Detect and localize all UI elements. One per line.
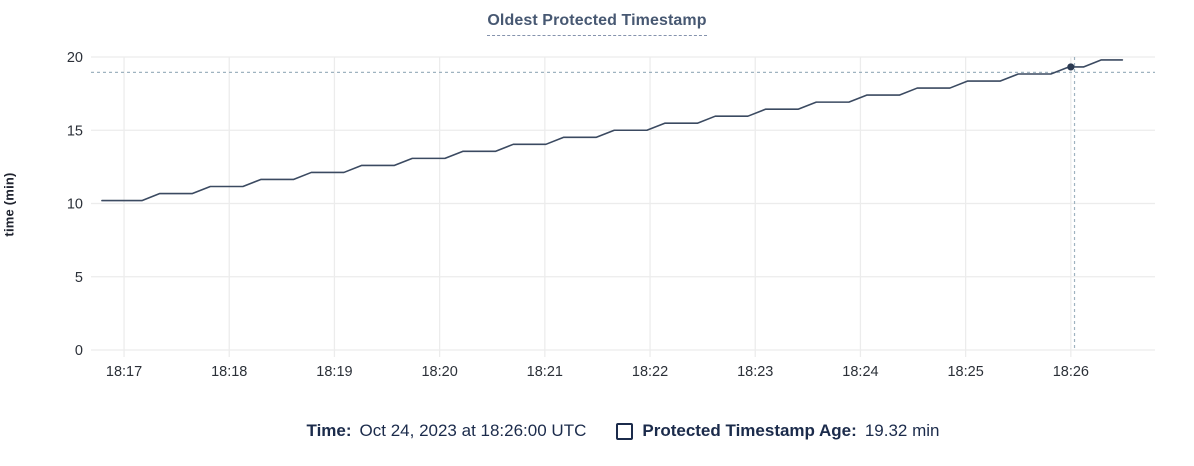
hover-time-readout: Time: Oct 24, 2023 at 18:26:00 UTC xyxy=(307,421,587,441)
square-outline-icon[interactable] xyxy=(616,422,634,440)
gridlines xyxy=(91,56,1155,357)
x-tick-label: 18:19 xyxy=(316,364,352,380)
chart-title[interactable]: Oldest Protected Timestamp xyxy=(487,12,707,36)
y-tick-label: 5 xyxy=(75,270,83,286)
legend-row: Time: Oct 24, 2023 at 18:26:00 UTC Prote… xyxy=(91,421,1155,441)
x-tick-label: 18:26 xyxy=(1053,364,1089,380)
metric-label: Protected Timestamp Age: xyxy=(642,421,857,440)
x-tick-label: 18:18 xyxy=(211,364,247,380)
y-axis-labels: 0 5 10 15 20 xyxy=(67,50,83,359)
x-tick-label: 18:25 xyxy=(947,364,983,380)
legend-item-protected-timestamp-age[interactable]: Protected Timestamp Age: 19.32 min xyxy=(616,421,939,441)
y-tick-label: 0 xyxy=(75,343,83,359)
series-layer xyxy=(101,59,1124,202)
x-tick-label: 18:21 xyxy=(527,364,563,380)
x-tick-label: 18:23 xyxy=(737,364,773,380)
y-tick-label: 20 xyxy=(67,50,83,66)
time-value: Oct 24, 2023 at 18:26:00 UTC xyxy=(359,421,587,440)
metric-value: 19.32 min xyxy=(864,421,940,440)
time-label: Time: xyxy=(306,421,352,440)
x-axis-labels: 18:17 18:18 18:19 18:20 18:21 18:22 18:23 18:24… xyxy=(106,364,1089,380)
series-line xyxy=(101,59,1124,202)
hover-crosshair xyxy=(91,57,1155,350)
y-tick-label: 15 xyxy=(67,123,83,139)
x-tick-label: 18:17 xyxy=(106,364,142,380)
x-tick-label: 18:24 xyxy=(842,364,878,380)
x-tick-label: 18:22 xyxy=(632,364,668,380)
hover-point-marker xyxy=(1067,63,1075,71)
y-tick-label: 10 xyxy=(67,197,83,213)
chart-title-row: Oldest Protected Timestamp xyxy=(0,12,1194,36)
x-tick-label: 18:20 xyxy=(421,364,457,380)
